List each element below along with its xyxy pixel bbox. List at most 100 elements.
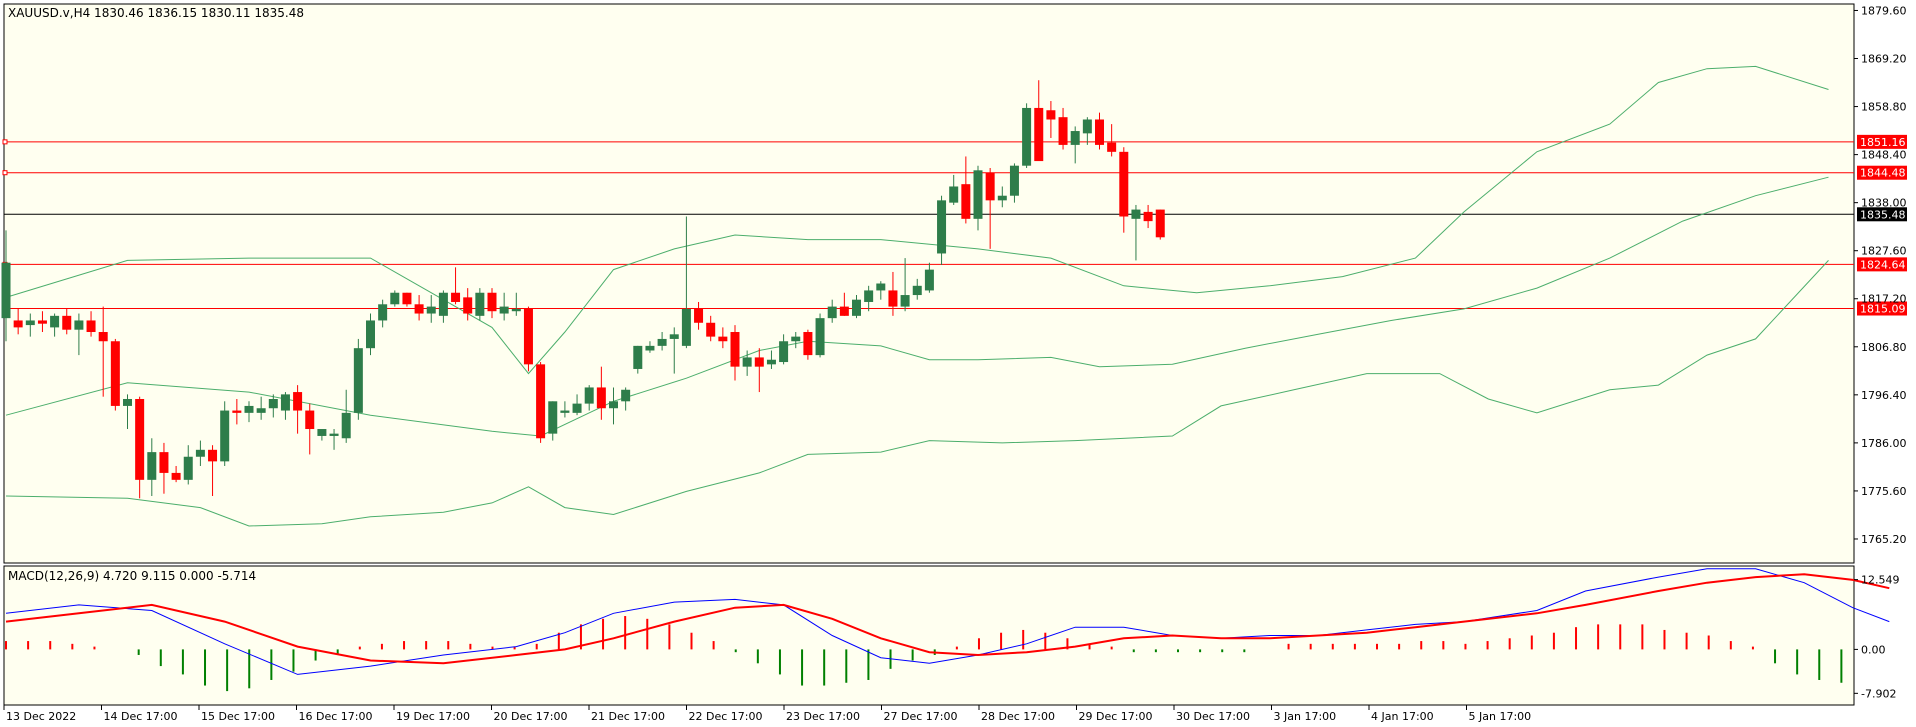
macd-axis-label: 12.549 <box>1861 574 1900 587</box>
macd-signal-line <box>5 573 1890 665</box>
candle <box>98 306 108 397</box>
candle <box>244 401 254 423</box>
candle <box>706 315 716 342</box>
time-axis-label: 20 Dec 17:00 <box>494 710 568 723</box>
candle <box>633 345 643 374</box>
level-handle <box>2 139 8 145</box>
price-axis-label: 1848.40 <box>1861 149 1907 162</box>
candle <box>864 285 874 312</box>
candle-body <box>827 306 837 319</box>
candle-body <box>864 290 874 302</box>
candle-body <box>438 292 448 316</box>
candle-body <box>329 433 339 436</box>
candle-body <box>609 401 618 409</box>
time-axis-label: 19 Dec 17:00 <box>396 710 470 723</box>
current-price-label: 1835.48 <box>1860 208 1906 221</box>
level-price-tag <box>1857 301 1907 316</box>
candle-body <box>402 292 412 305</box>
symbol-header: XAUUSD.v,H4 1830.46 1836.15 1830.11 1835… <box>8 6 304 20</box>
candle <box>123 394 132 430</box>
candle-body <box>596 387 606 409</box>
candle <box>183 445 193 485</box>
candle-body <box>390 292 400 305</box>
candle-body <box>523 308 533 365</box>
macd-plot-area <box>3 565 1855 706</box>
candle-body <box>268 398 278 409</box>
candle-body <box>487 292 497 312</box>
candle <box>1155 209 1165 240</box>
candle-body <box>1107 142 1117 152</box>
levels-layer: 1851.16 1844.48 1824.64 1815.09 1835.48 <box>2 134 1907 316</box>
candle <box>621 387 631 411</box>
macd-header: MACD(12,26,9) 4.720 9.115 0.000 -5.714 <box>8 569 256 583</box>
macd-layer <box>5 568 1890 692</box>
candle <box>596 366 606 420</box>
candle-body <box>1070 131 1080 145</box>
bollinger-lower <box>5 260 1829 527</box>
candle <box>973 165 983 231</box>
candle-body <box>256 408 266 413</box>
candle <box>803 329 813 360</box>
candle-body <box>1009 165 1019 196</box>
candle-body <box>645 345 655 351</box>
price-axis-label: 1765.20 <box>1861 533 1907 546</box>
candle <box>657 332 667 351</box>
candle <box>839 292 849 316</box>
candle <box>487 288 497 319</box>
level-price-tag <box>1857 257 1907 272</box>
candle-body <box>560 410 570 413</box>
candle <box>37 311 47 333</box>
candle <box>572 394 582 416</box>
candle-body <box>961 184 971 219</box>
candle-body <box>1022 107 1032 166</box>
candle-body <box>353 348 363 413</box>
candle-body <box>791 336 801 342</box>
candle-body <box>451 292 461 302</box>
macd-line <box>5 568 1890 675</box>
candle-body <box>1 262 11 319</box>
candle-body <box>123 398 132 406</box>
time-axis-label: 21 Dec 17:00 <box>591 710 665 723</box>
time-axis-label: 4 Jan 17:00 <box>1371 710 1434 723</box>
candle <box>232 398 242 425</box>
candle-body <box>86 320 96 333</box>
candle-body <box>584 387 594 404</box>
price-axis-label: 1869.20 <box>1861 53 1907 66</box>
candle-body <box>37 320 47 324</box>
candle-body <box>98 332 108 342</box>
candle <box>961 156 971 224</box>
candle-body <box>839 306 849 316</box>
candle <box>329 429 339 450</box>
candle <box>475 288 485 321</box>
candle <box>900 258 910 312</box>
candle <box>293 385 303 434</box>
candle <box>1 230 11 342</box>
level-price-label: 1824.64 <box>1860 258 1906 271</box>
level-price-label: 1851.16 <box>1860 136 1906 149</box>
candle-body <box>110 341 120 406</box>
price-axis-label: 1806.80 <box>1861 341 1907 354</box>
candle <box>74 313 84 356</box>
candle <box>280 392 290 420</box>
candle <box>1070 126 1080 164</box>
candle-body <box>973 170 983 219</box>
candle <box>937 195 947 266</box>
candle <box>511 292 521 316</box>
candle-body <box>475 292 485 316</box>
candle-body <box>852 299 861 316</box>
time-axis-label: 13 Dec 2022 <box>6 710 76 723</box>
candle <box>195 440 205 466</box>
candle-body <box>1034 107 1044 162</box>
candle-body <box>912 285 922 296</box>
candle-body <box>1095 119 1104 145</box>
candle-body <box>900 295 910 307</box>
candle-body <box>159 452 169 473</box>
time-axis-label: 3 Jan 17:00 <box>1274 710 1337 723</box>
candle <box>584 385 594 411</box>
time-axis-label: 16 Dec 17:00 <box>299 710 373 723</box>
candle-body <box>937 200 947 254</box>
level-price-label: 1815.09 <box>1860 302 1906 315</box>
candle-body <box>305 410 315 430</box>
candle <box>1119 147 1129 233</box>
